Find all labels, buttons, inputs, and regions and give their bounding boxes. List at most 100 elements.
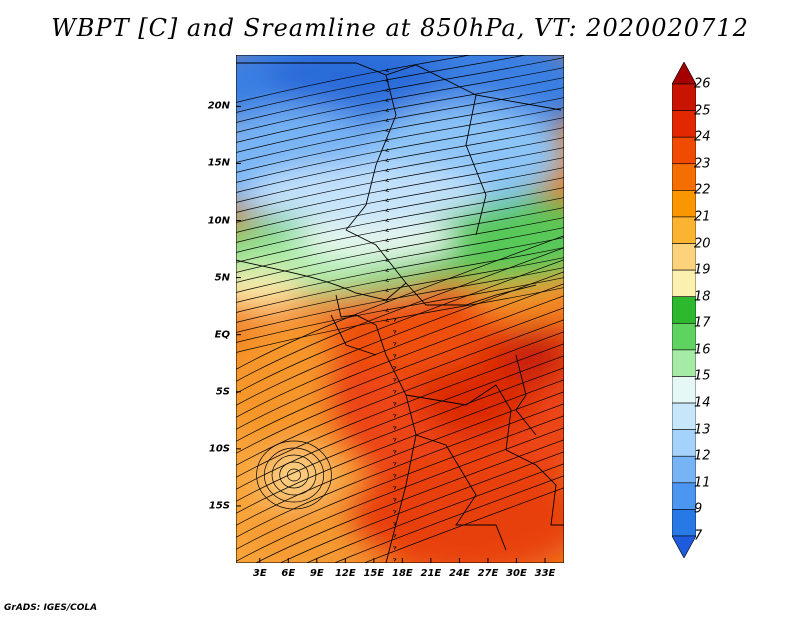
colorbar-label: 22: [694, 182, 711, 198]
colorbar-swatch: [671, 61, 697, 85]
streamline-arrow: [385, 268, 390, 272]
streamline: [236, 267, 564, 333]
streamline: [236, 319, 564, 454]
lon-tick-label: 6E: [281, 568, 296, 579]
streamline-arrow: [385, 218, 390, 222]
colorbar-label: 19: [694, 262, 711, 278]
colorbar-label: 20: [694, 236, 711, 252]
colorbar-swatch: [671, 429, 697, 457]
lat-tick-label: 15N: [207, 157, 230, 169]
streamline-arrow: [385, 278, 390, 282]
streamline: [254, 439, 564, 563]
lat-tick-label: EQ: [214, 329, 230, 341]
lat-tick-label: 5N: [214, 272, 230, 284]
streamline: [236, 237, 564, 303]
colorbar-swatch: [671, 509, 697, 537]
lon-tick-label: 3E: [252, 568, 267, 579]
streamline-arrow: [385, 108, 390, 112]
country-borders: [236, 62, 564, 563]
map-panel: [236, 55, 564, 563]
streamline-arrow: [392, 546, 397, 550]
streamline: [236, 147, 564, 213]
streamline: [236, 57, 564, 123]
streamline-arrow: [392, 354, 397, 358]
streamline: [236, 55, 529, 113]
colorbar-label: 13: [694, 422, 711, 438]
colorbar-swatch: [671, 136, 697, 165]
streamline: [236, 247, 564, 382]
colorbar-swatch: [671, 376, 697, 404]
streamline: [236, 97, 564, 163]
streamline-arrow: [385, 178, 390, 182]
colorbar-label: 14: [694, 395, 711, 411]
streamline-arrow: [392, 558, 397, 562]
streamline: [236, 403, 564, 538]
streamline-arrow: [385, 228, 390, 232]
streamline-arrow: [392, 366, 397, 370]
streamline: [236, 67, 564, 133]
streamline: [236, 355, 564, 490]
streamline: [236, 277, 564, 343]
colorbar-svg: [671, 61, 697, 559]
streamline-arrow: [392, 462, 397, 466]
streamline-arrow: [392, 450, 397, 454]
streamline: [236, 117, 564, 183]
colorbar-swatch: [671, 322, 697, 351]
colorbar-swatch: [671, 349, 697, 377]
colorbar-swatch: [671, 190, 697, 218]
colorbar-label: 9: [694, 501, 703, 517]
colorbar-label: 26: [694, 76, 711, 92]
streamline-arrow: [392, 342, 397, 346]
streamline-arrow: [385, 198, 390, 202]
colorbar-label: 24: [694, 129, 711, 145]
colorbar-label: 18: [694, 289, 711, 305]
lon-tick-label: 27E: [477, 568, 499, 579]
streamline: [305, 463, 564, 563]
colorbar-label: 21: [694, 209, 711, 225]
lon-tick-label: 18E: [392, 568, 413, 579]
lat-tick-label: 10N: [207, 215, 230, 227]
streamline-arrow: [385, 238, 390, 242]
streamline: [236, 391, 564, 526]
streamline-arrow: [392, 438, 397, 442]
streamline: [236, 259, 564, 394]
colorbar-swatch: [671, 269, 697, 298]
streamline: [236, 157, 564, 223]
colorbar-label: 25: [694, 103, 711, 119]
colorbar-swatch: [671, 163, 697, 191]
colorbar-label: 12: [694, 448, 711, 464]
streamline: [363, 487, 564, 563]
streamline: [236, 295, 564, 430]
colorbar-label: 15: [694, 368, 711, 384]
streamline: [236, 137, 564, 203]
swirl-streamline: [287, 468, 301, 482]
streamline: [236, 367, 564, 502]
lat-tick-label: 15S: [208, 500, 230, 512]
streamline-arrow: [385, 208, 390, 212]
colorbar-label: 11: [694, 475, 711, 491]
streamline: [236, 187, 564, 253]
streamline: [236, 87, 564, 153]
streamline: [236, 55, 473, 103]
streamline: [236, 167, 564, 233]
colorbar: [671, 61, 697, 559]
streamline: [236, 127, 564, 193]
lon-tick-label: 15E: [363, 568, 385, 579]
colorbar-swatch: [671, 402, 697, 430]
streamline: [236, 379, 564, 514]
streamlines: [236, 55, 564, 563]
streamline: [236, 107, 564, 173]
streamline-arrow: [385, 168, 390, 172]
streamline-arrow: [385, 88, 390, 92]
colorbar-swatch: [671, 216, 697, 244]
colorbar-swatch: [671, 83, 697, 111]
streamline: [236, 271, 564, 406]
colorbar-label: 7: [694, 528, 703, 544]
swirl-streamline: [279, 461, 309, 489]
streamline-arrow: [392, 414, 397, 418]
colorbar-swatch: [671, 243, 697, 271]
lon-tick-label: 33E: [534, 568, 556, 579]
streamline: [236, 207, 564, 273]
streamline-arrow: [392, 498, 397, 502]
colorbar-swatch: [671, 296, 697, 324]
